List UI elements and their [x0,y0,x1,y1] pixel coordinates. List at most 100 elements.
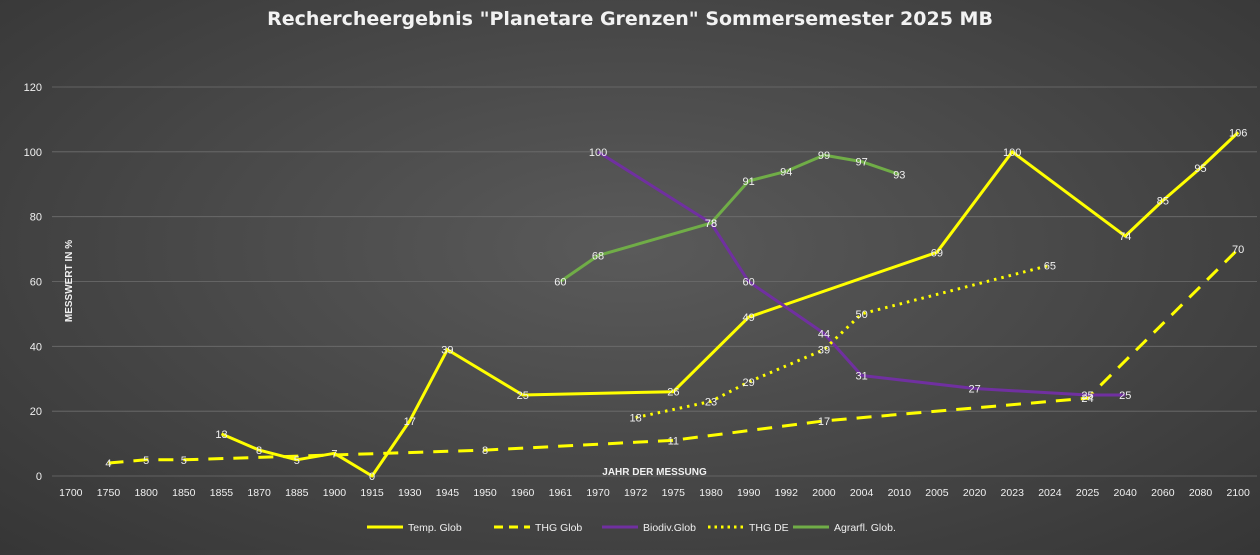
x-tick-label: 2025 [1076,487,1100,499]
data-label: 39 [441,345,453,357]
data-label: 26 [667,387,679,399]
x-tick-label: 1972 [624,487,648,499]
series-line-3 [635,263,1051,420]
chart-title: Rechercheergebnis "Planetare Grenzen" So… [267,8,993,30]
data-label: 25 [1081,390,1093,402]
x-tick-label: 1992 [775,487,799,499]
x-tick-label: 1930 [398,487,422,499]
data-label: 13 [215,429,227,441]
data-label: 7 [331,448,337,460]
data-label: 100 [589,147,607,159]
data-label: 27 [968,383,980,395]
data-label: 24 [1081,393,1093,405]
x-tick-label: 2060 [1151,487,1175,499]
legend-label: Agrarfl. Glob. [834,522,896,534]
data-label: 95 [1194,163,1206,175]
x-tick-label: 2010 [888,487,912,499]
data-label: 31 [855,371,867,383]
data-label: 100 [1003,147,1021,159]
x-tick-label: 1915 [360,487,384,499]
x-tick-label: 1870 [247,487,271,499]
data-label: 94 [780,166,792,178]
x-axis-title: JAHR DER MESSUNG [602,467,707,478]
x-tick-label: 1990 [737,487,761,499]
data-label: 74 [1119,231,1131,243]
x-tick-label: 1900 [323,487,347,499]
x-tick-label: 1700 [59,487,83,499]
data-label: 78 [705,218,717,230]
data-label: 68 [592,251,604,263]
x-tick-label: 1960 [511,487,535,499]
x-tick-label: 2020 [963,487,987,499]
legend-label: THG Glob [535,522,582,534]
x-tick-label: 1980 [699,487,723,499]
x-tick-label: 1855 [210,487,234,499]
data-label: 65 [1044,260,1056,272]
legend-label: Biodiv.Glob [643,522,696,534]
data-label: 5 [294,455,300,467]
data-label: 29 [743,377,755,389]
y-axis-title: MESSWERT IN % [64,240,75,322]
y-tick-label: 0 [36,471,42,483]
x-tick-label: 1945 [436,487,460,499]
data-label: 99 [818,150,830,162]
x-tick-label: 2100 [1226,487,1250,499]
y-tick-label: 40 [30,341,42,353]
x-tick-label: 1970 [586,487,610,499]
x-tick-label: 1950 [473,487,497,499]
x-tick-label: 1800 [134,487,158,499]
data-label: 60 [554,277,566,289]
data-label: 0 [369,471,375,483]
data-label: 78 [705,218,717,230]
data-label: 23 [705,396,717,408]
x-tick-label: 2040 [1114,487,1138,499]
series-line-1 [108,248,1240,465]
data-label: 5 [143,455,149,467]
data-label: 50 [855,309,867,321]
x-tick-label: 1850 [172,487,196,499]
data-label: 70 [1232,244,1244,256]
data-label: 25 [517,390,529,402]
y-tick-label: 20 [30,406,42,418]
data-label: 5 [181,455,187,467]
data-label: 91 [743,176,755,188]
data-label: 106 [1229,127,1247,139]
data-label: 25 [1119,390,1131,402]
data-label: 17 [404,416,416,428]
y-tick-label: 120 [24,82,42,94]
x-tick-label: 2024 [1038,487,1062,499]
legend-label: THG DE [749,522,789,534]
series-line-4 [559,153,900,283]
data-label: 60 [743,277,755,289]
data-label: 18 [630,413,642,425]
data-label: 4 [105,458,111,470]
x-tick-label: 1885 [285,487,309,499]
data-label: 93 [893,170,905,182]
data-label: 69 [931,247,943,259]
data-label: 8 [256,445,262,457]
legend-label: Temp. Glob [408,522,462,534]
series-line-0 [220,131,1240,478]
data-label: 97 [855,157,867,169]
x-tick-label: 2000 [812,487,836,499]
data-label: 17 [818,416,830,428]
data-label: 44 [818,328,830,340]
y-tick-label: 60 [30,277,42,289]
data-label: 11 [668,435,679,447]
data-label: 49 [743,312,755,324]
y-tick-label: 100 [24,147,42,159]
data-label: 39 [818,345,830,357]
data-label: 85 [1157,195,1169,207]
x-tick-label: 2080 [1189,487,1213,499]
x-tick-label: 1975 [662,487,686,499]
x-tick-label: 1961 [549,487,573,499]
x-tick-label: 2023 [1001,487,1025,499]
x-tick-label: 1750 [97,487,121,499]
x-tick-label: 2004 [850,487,874,499]
x-tick-label: 2005 [925,487,949,499]
y-tick-label: 80 [30,212,42,224]
series-line-2 [597,150,1126,397]
data-label: 8 [482,445,488,457]
